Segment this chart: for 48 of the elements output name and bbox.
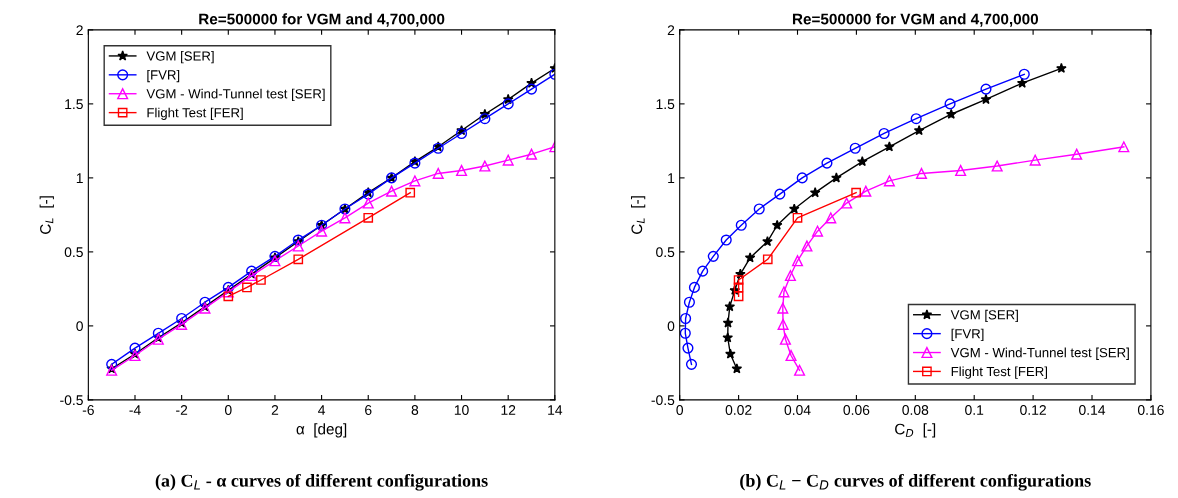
y-tick-label: 1.5 [656,99,675,110]
x-tick-label: 6 [365,405,372,415]
y-tick-label: 1 [668,173,675,183]
x-tick-label: 14 [548,405,563,415]
x-tick-label: -2 [176,405,188,415]
y-tick-label: 2 [667,25,675,35]
x-tick-label: 0.16 [1137,405,1164,415]
x-tick-label: 0 [224,405,232,415]
y-tick-label: 2 [76,25,83,35]
legend-label: VGM - Wind-Tunnel test [SER] [950,347,1129,360]
y-tick-label: 1.5 [65,99,83,110]
chart-title: Re=500000 for VGM and 4,700,000 [792,13,1039,27]
y-tick-label: 0 [76,321,83,332]
y-tick-label: -0.5 [60,395,83,406]
x-tick-label: 4 [318,405,326,415]
x-tick-label: 0.04 [784,405,811,415]
legend-label: Flight Test [FER] [147,107,243,120]
y-tick-label: -0.5 [651,395,675,406]
legend-label: Flight Test [FER] [951,366,1047,379]
x-tick-label: 12 [501,405,516,415]
x-tick-label: 10 [454,405,469,415]
x-tick-label: 0.06 [843,405,870,415]
text: (b) C$_{L}$ − C$_{D}$ curves of different configurations [740,473,1091,491]
y-tick-label: 0.5 [64,247,83,258]
y-axis-title: C$_{L}$ [-] [631,196,646,234]
x-tick-label: 0.12 [1020,405,1046,415]
x-axis-title: α [deg] [296,423,347,438]
legend-label: [FVR] [951,328,984,341]
x-tick-label: 0.14 [1079,405,1106,415]
x-tick-label: 0.02 [725,405,752,415]
y-tick-label: 0 [667,321,675,332]
y-axis-title: C$_{L}$ [-] [39,196,54,234]
x-tick-label: 0 [676,405,684,415]
legend-label: VGM [SER] [950,309,1018,323]
y-tick-label: 0.5 [656,247,675,258]
x-tick-label: 0.08 [902,405,929,415]
y-tick-label: 1 [76,173,83,183]
x-tick-label: 8 [411,405,419,415]
legend-label: VGM [SER] [146,50,214,64]
x-tick-label: -4 [129,405,141,415]
legend-label: [FVR] [147,69,180,83]
legend-label: VGM - Wind-Tunnel test [SER] [146,88,325,102]
text: (a) C$_{L}$ - α curves of different configurations [155,473,488,491]
x-tick-label: -6 [82,405,94,415]
x-tick-label: 2 [271,405,279,415]
x-tick-label: 0.1 [965,405,984,415]
chart-title: Re=500000 for VGM and 4,700,000 [199,13,445,27]
x-axis-title: C$_{D}$ [-] [895,423,936,438]
